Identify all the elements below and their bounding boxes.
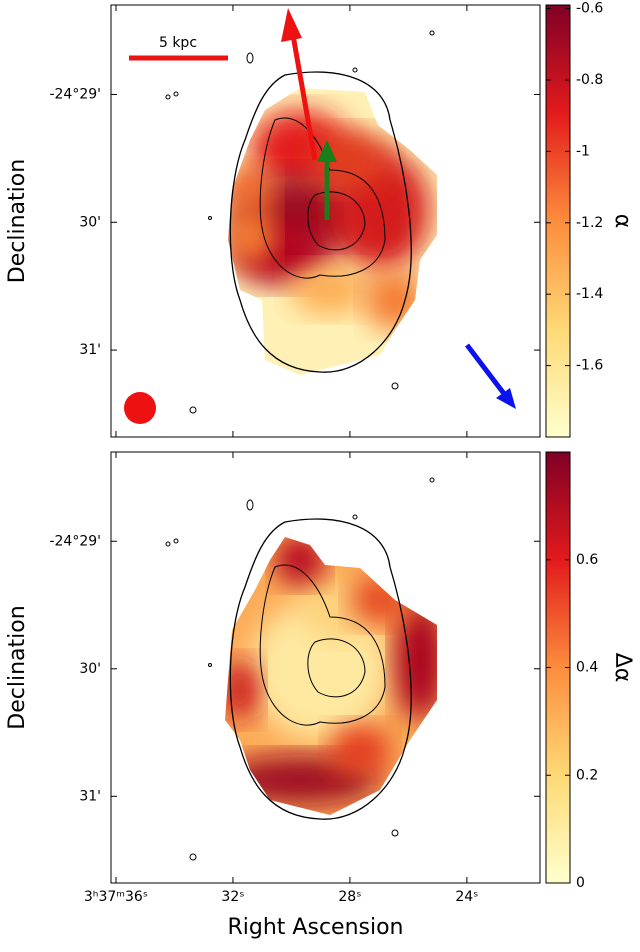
y-tick-label: -24°29' <box>49 533 101 549</box>
contour <box>208 663 212 667</box>
map-blob <box>310 130 390 190</box>
arrow-head <box>496 388 516 409</box>
colorbar-label: α <box>610 214 635 229</box>
contour <box>246 52 254 64</box>
map-blob <box>365 270 425 330</box>
contour <box>229 518 412 820</box>
arrow-head <box>317 140 337 162</box>
beam <box>124 392 156 424</box>
x-tick-label: 32ˢ <box>221 889 244 905</box>
contour <box>189 406 197 414</box>
colorbar-tick-label: 0.6 <box>576 552 598 568</box>
contour <box>259 564 386 726</box>
contour <box>307 191 366 251</box>
colorbar-tick-label: -0.6 <box>576 1 603 17</box>
colorbar-tick-label: -1.2 <box>576 215 603 231</box>
y-tick-label: 30' <box>79 661 101 677</box>
x-axis-label: Right Ascension <box>228 915 404 940</box>
contour <box>429 30 435 36</box>
colorbar-tick-label: -1.6 <box>576 358 603 374</box>
contour <box>352 67 358 73</box>
contour <box>165 94 171 100</box>
colorbar-tick-label: 0.4 <box>576 660 598 676</box>
colorbar-tick-label: 0.2 <box>576 767 598 783</box>
y-axis-label: Declination <box>5 605 30 729</box>
y-tick-label: 30' <box>79 214 101 230</box>
y-axis-label: Declination <box>5 159 30 283</box>
map-blob <box>275 537 325 585</box>
contour <box>173 91 179 97</box>
colorbar <box>545 4 571 438</box>
y-tick-label: -24°29' <box>49 86 101 102</box>
contour <box>352 514 358 520</box>
axes-frame <box>110 4 541 438</box>
colorbar-label: Δα <box>610 653 635 683</box>
contour <box>391 382 399 390</box>
map-blob <box>395 600 437 720</box>
arrow <box>290 34 318 161</box>
colorbar-tick-label: -1.4 <box>576 286 603 302</box>
contour <box>165 541 171 547</box>
colorbar-tick-label: -1 <box>576 143 590 159</box>
y-tick-label: 31' <box>79 342 101 358</box>
map-blob <box>290 265 370 315</box>
map-blob <box>228 205 275 265</box>
scale-bar-label: 5 kpc <box>159 35 197 51</box>
contour <box>173 538 179 544</box>
contour <box>429 477 435 483</box>
y-tick-label: 31' <box>79 788 101 804</box>
map-blob <box>350 575 410 625</box>
map-blob <box>330 725 390 775</box>
arrow-head <box>281 8 302 42</box>
contour <box>229 71 412 373</box>
contour <box>391 829 399 837</box>
x-tick-label: 3ʰ37ᵐ36ˢ <box>84 889 148 905</box>
colorbar-tick-label: 0 <box>576 875 585 891</box>
contour <box>246 499 254 511</box>
x-tick-label: 24ˢ <box>455 889 478 905</box>
colorbar-tick-label: -0.8 <box>576 72 603 88</box>
contour <box>307 638 366 698</box>
axes-frame <box>110 451 541 884</box>
map-blob <box>225 660 260 720</box>
contour <box>189 853 197 861</box>
map-blob <box>228 165 275 215</box>
x-tick-label: 28ˢ <box>338 889 361 905</box>
contour <box>208 216 212 220</box>
arrow <box>465 343 507 397</box>
